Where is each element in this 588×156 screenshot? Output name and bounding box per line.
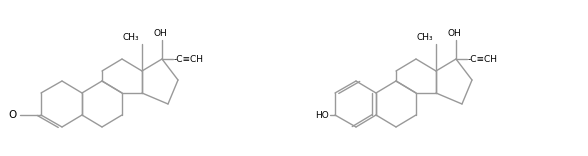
Text: CH₃: CH₃: [416, 33, 433, 42]
Text: -C≡CH: -C≡CH: [468, 54, 498, 63]
Text: OH: OH: [154, 29, 168, 38]
Text: O: O: [9, 110, 17, 120]
Text: HO: HO: [315, 110, 329, 119]
Text: OH: OH: [448, 29, 462, 38]
Text: CH₃: CH₃: [122, 33, 139, 42]
Text: -C≡CH: -C≡CH: [174, 54, 204, 63]
